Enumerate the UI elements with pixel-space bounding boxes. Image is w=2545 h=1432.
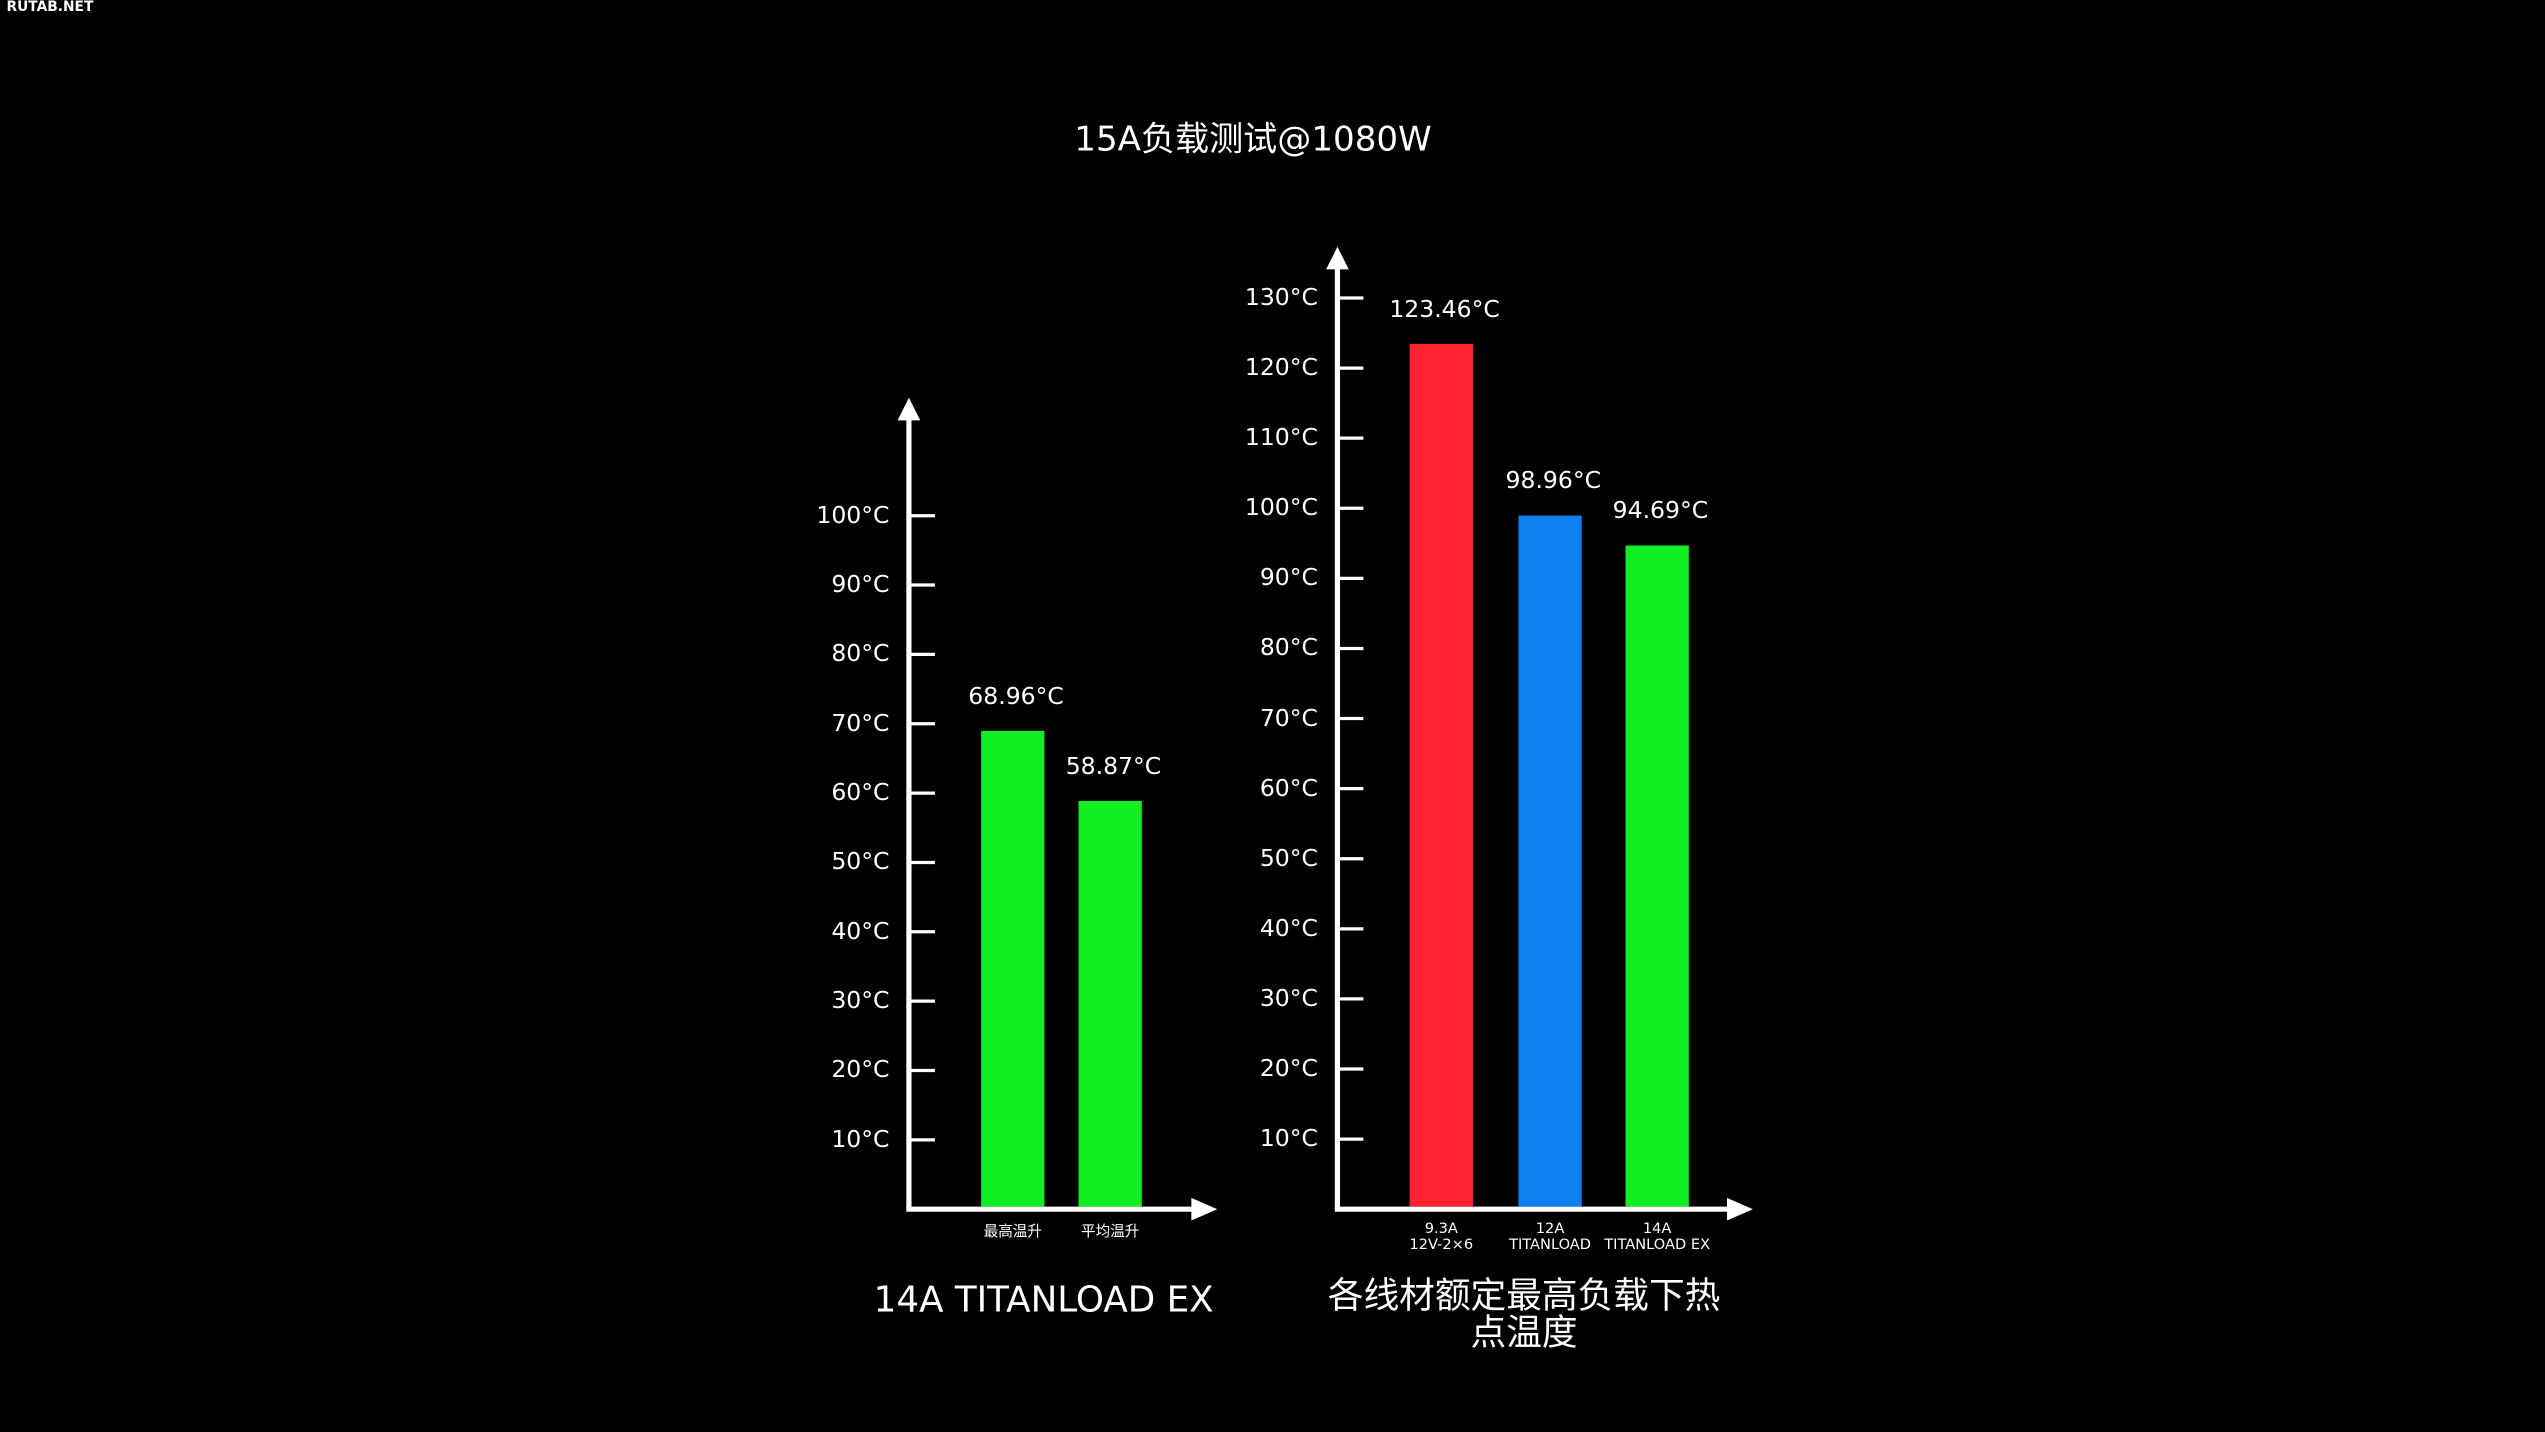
y-tick-label: 90°C	[831, 570, 890, 599]
bar	[1409, 343, 1473, 1207]
bar	[1625, 545, 1689, 1207]
y-tick-label: 10°C	[1259, 1124, 1318, 1153]
x-tick-label: 12A TITANLOAD	[1509, 1219, 1592, 1253]
y-tick-label: 120°C	[1244, 353, 1318, 382]
x-axis-arrow	[1191, 1197, 1218, 1221]
y-tick-label: 70°C	[1259, 703, 1318, 732]
y-tick-label: 40°C	[1259, 913, 1318, 942]
y-tick-label: 80°C	[831, 639, 890, 668]
watermark: RUTAB.NET	[6, 0, 94, 15]
bar	[981, 730, 1045, 1207]
value-label: 123.46°C	[1389, 294, 1500, 323]
y-tick-label: 70°C	[831, 708, 890, 737]
chart-title: 14A TITANLOAD EX	[873, 1279, 1214, 1321]
y-tick-label: 30°C	[1259, 983, 1318, 1012]
y-axis-arrow	[1326, 246, 1349, 270]
y-tick-label: 80°C	[1259, 633, 1318, 662]
y-tick-label: 40°C	[831, 916, 890, 945]
value-label: 68.96°C	[968, 681, 1064, 710]
y-tick-label: 100°C	[816, 500, 890, 529]
x-tick-label: 平均温升	[1080, 1222, 1140, 1240]
y-tick-label: 30°C	[831, 986, 890, 1015]
page-title: 15A负载测试@1080W	[1074, 118, 1432, 159]
y-tick-label: 130°C	[1244, 283, 1318, 312]
y-tick-label: 90°C	[1259, 563, 1318, 592]
y-tick-label: 60°C	[1259, 773, 1318, 802]
x-tick-label: 9.3A 12V-2×6	[1409, 1219, 1474, 1253]
bar	[1518, 515, 1582, 1207]
value-label: 94.69°C	[1612, 496, 1709, 525]
value-label: 98.96°C	[1505, 466, 1602, 495]
x-tick-label: 14A TITANLOAD EX	[1604, 1219, 1711, 1253]
y-tick-label: 50°C	[1259, 843, 1318, 872]
y-tick-label: 110°C	[1244, 423, 1318, 452]
y-tick-label: 100°C	[1244, 493, 1318, 522]
chart-title: 各线材额定最高负载下热点温度	[1327, 1275, 1721, 1354]
x-axis-arrow	[1726, 1197, 1753, 1221]
x-tick-label: 最高温升	[983, 1222, 1042, 1240]
y-tick-label: 20°C	[1259, 1054, 1318, 1083]
y-tick-label: 20°C	[831, 1055, 890, 1084]
y-tick-label: 50°C	[831, 847, 890, 876]
value-label: 58.87°C	[1065, 751, 1162, 780]
y-axis-arrow	[897, 397, 921, 421]
bar	[1078, 800, 1142, 1207]
y-tick-label: 60°C	[831, 778, 890, 807]
y-tick-label: 10°C	[831, 1124, 890, 1153]
